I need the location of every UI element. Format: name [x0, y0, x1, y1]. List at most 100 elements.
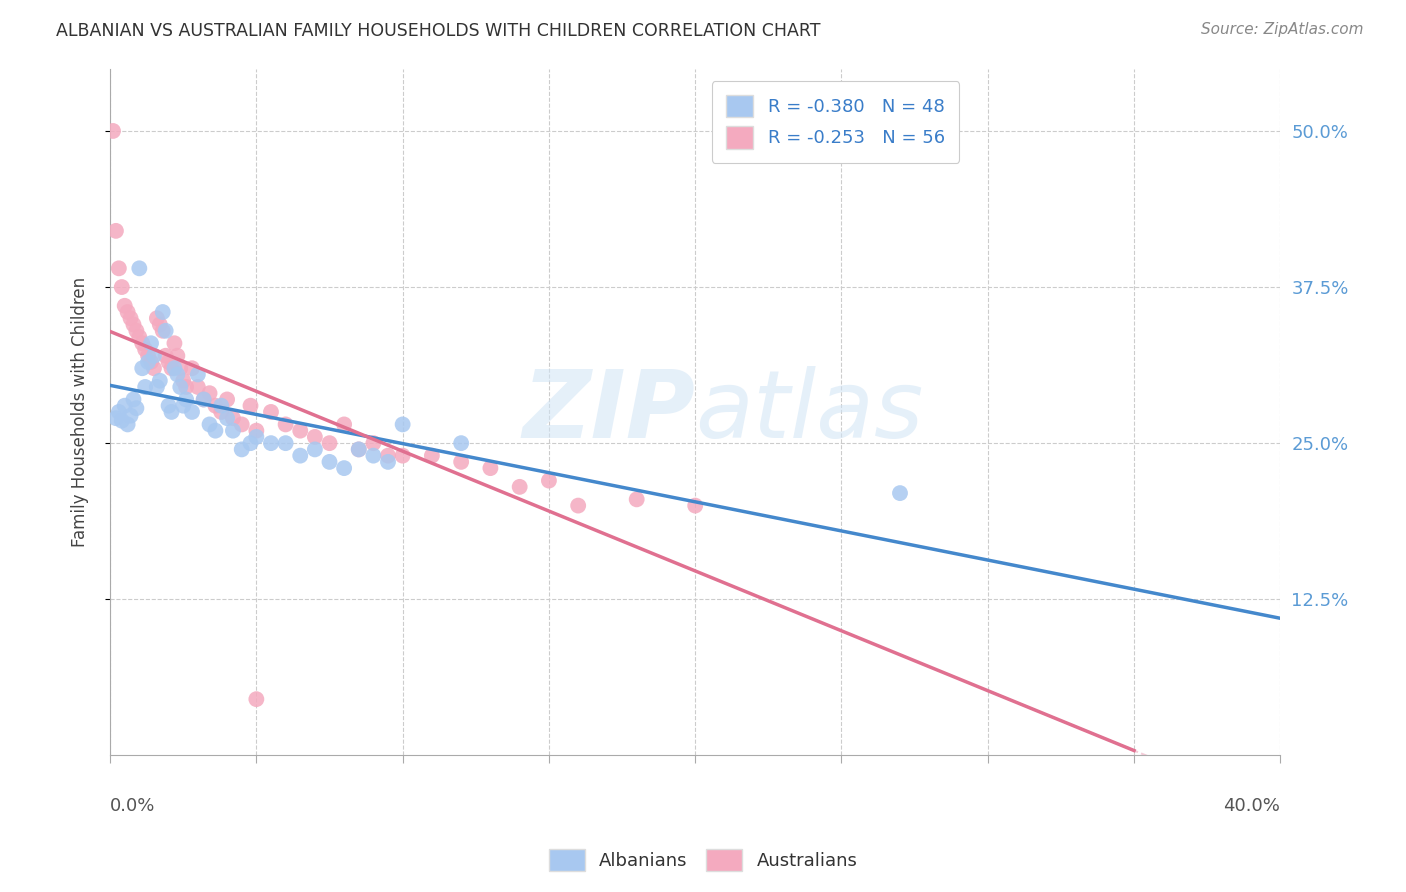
Point [318, 436, 340, 450]
Point [231, 442, 253, 457]
Point [318, 455, 340, 469]
Point [136, 355, 159, 369]
Point [181, 405, 204, 419]
Point [160, 361, 183, 376]
Point [128, 330, 150, 344]
Point [683, 499, 706, 513]
Point [239, 436, 262, 450]
Point [166, 368, 188, 382]
Point [209, 405, 232, 419]
Point [152, 324, 174, 338]
Point [209, 399, 232, 413]
Point [139, 355, 162, 369]
Point [111, 414, 134, 428]
Point [245, 692, 267, 706]
Point [125, 324, 148, 338]
Point [108, 405, 131, 419]
Point [146, 380, 169, 394]
Point [193, 392, 215, 407]
Point [174, 380, 197, 394]
Point [131, 361, 153, 376]
Point [204, 399, 226, 413]
Text: ZIP: ZIP [522, 366, 695, 458]
Point [128, 261, 150, 276]
Point [174, 392, 197, 407]
Point [217, 411, 239, 425]
Point [122, 318, 145, 332]
Point [155, 324, 177, 338]
Point [290, 424, 312, 438]
Point [157, 355, 180, 369]
Text: ALBANIAN VS AUSTRALIAN FAMILY HOUSEHOLDS WITH CHILDREN CORRELATION CHART: ALBANIAN VS AUSTRALIAN FAMILY HOUSEHOLDS… [56, 22, 821, 40]
Point [187, 368, 209, 382]
Point [122, 392, 145, 407]
Point [104, 411, 127, 425]
Point [169, 380, 191, 394]
Point [187, 380, 209, 394]
Point [120, 409, 142, 423]
Point [889, 486, 911, 500]
Point [166, 349, 188, 363]
Point [290, 449, 312, 463]
Point [567, 499, 589, 513]
Point [204, 424, 226, 438]
Point [198, 386, 221, 401]
Point [333, 461, 356, 475]
Point [274, 417, 297, 432]
Point [479, 461, 502, 475]
Point [114, 399, 136, 413]
Point [155, 349, 177, 363]
Point [509, 480, 531, 494]
Legend: Albanians, Australians: Albanians, Australians [541, 842, 865, 879]
Point [108, 261, 131, 276]
Point [245, 430, 267, 444]
Text: 0.0%: 0.0% [110, 797, 156, 814]
Text: Source: ZipAtlas.com: Source: ZipAtlas.com [1201, 22, 1364, 37]
Point [363, 436, 385, 450]
Point [117, 417, 139, 432]
Point [391, 449, 413, 463]
Point [149, 318, 172, 332]
Point [114, 299, 136, 313]
Point [347, 442, 370, 457]
Point [377, 449, 399, 463]
Point [172, 399, 194, 413]
Point [134, 343, 156, 357]
Point [537, 474, 560, 488]
Point [163, 336, 186, 351]
Point [152, 305, 174, 319]
Point [222, 411, 245, 425]
Y-axis label: Family Households with Children: Family Households with Children [72, 277, 89, 547]
Point [450, 436, 472, 450]
Point [304, 430, 326, 444]
Point [111, 280, 134, 294]
Point [333, 417, 356, 432]
Point [245, 424, 267, 438]
Point [134, 380, 156, 394]
Legend: R = -0.380   N = 48, R = -0.253   N = 56: R = -0.380 N = 48, R = -0.253 N = 56 [711, 81, 959, 163]
Point [101, 124, 124, 138]
Point [143, 349, 166, 363]
Point [163, 361, 186, 376]
Point [169, 361, 191, 376]
Point [104, 224, 127, 238]
Point [157, 399, 180, 413]
Point [347, 442, 370, 457]
Point [260, 436, 283, 450]
Point [363, 449, 385, 463]
Point [143, 361, 166, 376]
Point [222, 424, 245, 438]
Point [125, 401, 148, 416]
Point [117, 305, 139, 319]
Point [120, 311, 142, 326]
Point [160, 405, 183, 419]
Text: 40.0%: 40.0% [1223, 797, 1281, 814]
Point [231, 417, 253, 432]
Point [181, 361, 204, 376]
Point [391, 417, 413, 432]
Point [198, 417, 221, 432]
Point [377, 455, 399, 469]
Point [139, 336, 162, 351]
Point [420, 449, 443, 463]
Point [217, 392, 239, 407]
